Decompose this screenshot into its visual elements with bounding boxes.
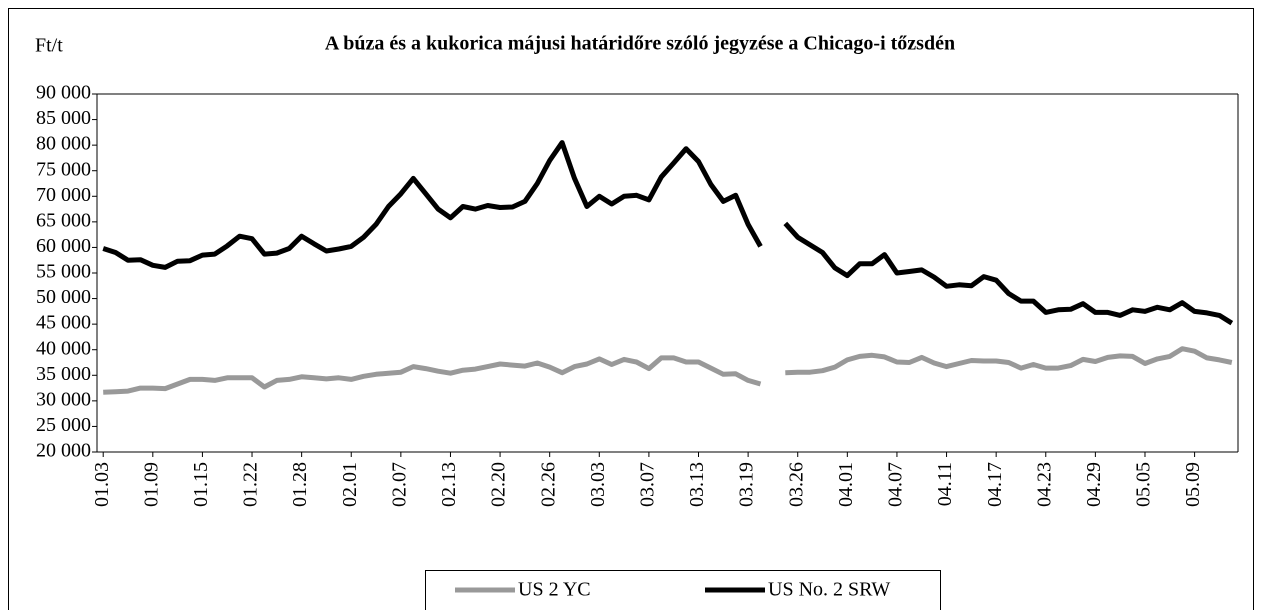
y-axis-label: Ft/t — [35, 35, 63, 57]
x-tick-label: 04.11 — [934, 462, 956, 506]
x-tick-label: 02.26 — [537, 462, 559, 507]
y-tick-label: 40 000 — [36, 337, 91, 359]
chart-frame — [8, 8, 1254, 610]
x-tick-label: 02.13 — [438, 462, 460, 507]
legend-label: US 2 YC — [518, 579, 591, 601]
y-tick-label: 90 000 — [36, 82, 91, 104]
x-tick-label: 05.05 — [1133, 462, 1155, 507]
x-tick-label: 05.09 — [1182, 462, 1204, 507]
x-tick-label: 02.01 — [339, 462, 361, 507]
x-tick-label: 03.19 — [736, 462, 758, 507]
y-tick-label: 20 000 — [36, 440, 91, 462]
x-tick-label: 01.22 — [240, 462, 262, 507]
y-tick-label: 30 000 — [36, 388, 91, 410]
x-tick-label: 03.03 — [587, 462, 609, 507]
x-tick-label: 02.20 — [488, 462, 510, 507]
x-tick-label: 01.15 — [190, 462, 212, 507]
series-line — [103, 346, 1233, 395]
x-tick-label: 04.07 — [885, 462, 907, 507]
legend-label: US No. 2 SRW — [768, 579, 890, 601]
chart-title: A búza és a kukorica májusi határidőre s… — [325, 33, 955, 55]
x-tick-label: 03.07 — [636, 462, 658, 507]
y-tick-label: 35 000 — [36, 363, 91, 385]
x-tick-label: 01.28 — [289, 462, 311, 507]
y-tick-label: 55 000 — [36, 261, 91, 283]
x-tick-label: 02.07 — [388, 462, 410, 507]
x-tick-label: 04.17 — [984, 462, 1006, 507]
x-tick-label: 04.01 — [835, 462, 857, 507]
y-tick-label: 65 000 — [36, 209, 91, 231]
y-tick-label: 80 000 — [36, 133, 91, 155]
y-tick-label: 45 000 — [36, 312, 91, 334]
x-tick-label: 04.29 — [1083, 462, 1105, 507]
y-tick-label: 75 000 — [36, 158, 91, 180]
x-tick-label: 04.23 — [1033, 462, 1055, 507]
x-tick-label: 03.13 — [686, 462, 708, 507]
x-tick-label: 03.26 — [785, 462, 807, 507]
y-tick-label: 50 000 — [36, 286, 91, 308]
series-line — [102, 140, 1234, 326]
x-tick-label: 01.09 — [140, 462, 162, 507]
x-tick-label: 01.03 — [91, 462, 113, 507]
y-tick-label: 25 000 — [36, 414, 91, 436]
y-tick-label: 85 000 — [36, 107, 91, 129]
y-tick-label: 60 000 — [36, 235, 91, 257]
y-tick-label: 70 000 — [36, 184, 91, 206]
